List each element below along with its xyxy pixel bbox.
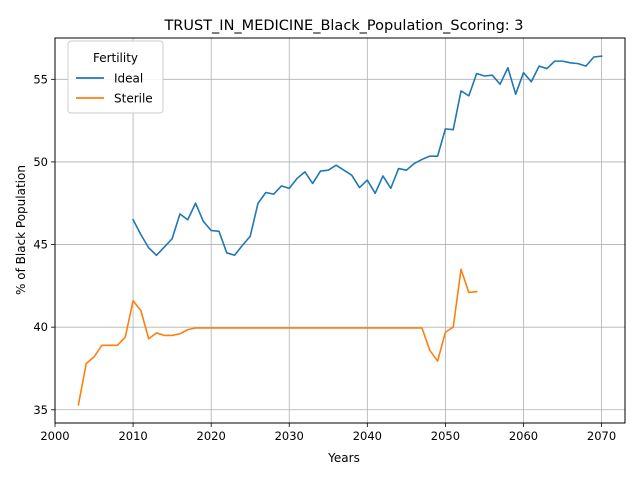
- legend-box: [67, 40, 164, 114]
- y-tick-label: 40: [33, 320, 48, 334]
- x-axis-label: Years: [327, 451, 360, 465]
- tick-layer: 2000 2010 2020 2030 2040 2050 2060 2070 35 40 45 50…: [33, 72, 616, 443]
- x-tick-label: 2050: [431, 429, 460, 443]
- legend: Fertility Ideal Sterile: [67, 40, 164, 114]
- x-tick-label: 2030: [275, 429, 304, 443]
- series-line-sterile: [77, 268, 478, 406]
- y-tick-label: 45: [33, 238, 48, 252]
- series-line-ideal: [131, 55, 603, 257]
- y-tick-label: 55: [33, 72, 48, 86]
- x-tick-label: 2020: [197, 429, 226, 443]
- x-tick-label: 2040: [353, 429, 382, 443]
- x-tick-label: 2000: [40, 429, 69, 443]
- y-tick-label: 35: [33, 403, 48, 417]
- x-tick-label: 2070: [587, 429, 616, 443]
- y-tick-label: 50: [33, 155, 48, 169]
- y-axis-label: % of Black Population: [14, 165, 28, 295]
- x-tick-label: 2010: [118, 429, 147, 443]
- x-tick-label: 2060: [509, 429, 538, 443]
- series-layer: [77, 55, 603, 406]
- legend-label-sterile: Sterile: [114, 92, 153, 106]
- legend-title: Fertility: [93, 51, 138, 65]
- legend-label-ideal: Ideal: [114, 72, 143, 86]
- chart-title: TRUST_IN_MEDICINE_Black_Population_Scori…: [163, 18, 523, 34]
- plot-frame: [54, 37, 626, 424]
